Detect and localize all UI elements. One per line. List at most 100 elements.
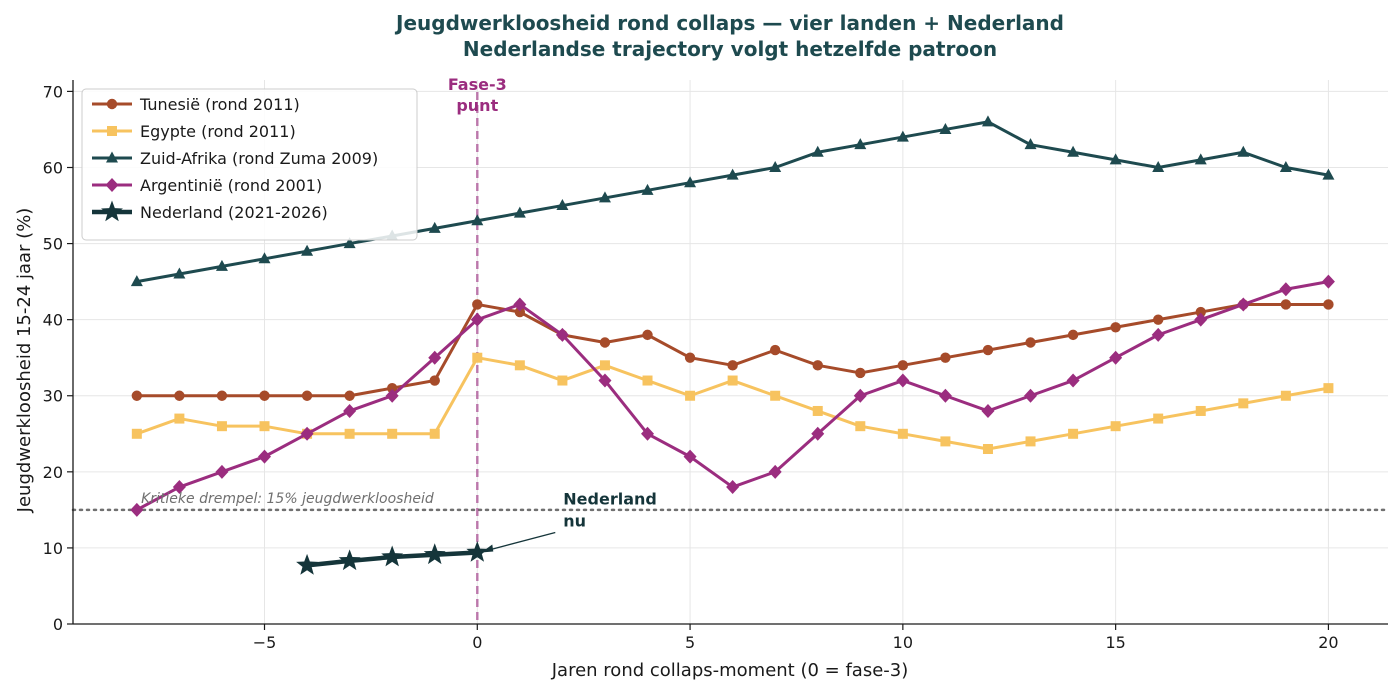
data-point <box>1067 329 1079 341</box>
x-tick-label: −5 <box>253 633 277 652</box>
data-point <box>1025 337 1036 348</box>
data-point <box>300 426 314 441</box>
data-point <box>215 259 228 271</box>
data-point <box>599 337 611 348</box>
annotation-arrow-head <box>481 544 494 553</box>
data-point <box>1321 274 1335 289</box>
data-point <box>982 444 993 455</box>
data-point <box>1024 138 1037 150</box>
data-point <box>470 312 484 327</box>
data-point <box>1194 153 1207 165</box>
data-point <box>301 390 313 401</box>
data-point <box>641 183 654 195</box>
data-point <box>811 426 825 441</box>
data-point <box>386 382 398 394</box>
data-point <box>258 252 271 264</box>
data-point <box>1236 297 1250 312</box>
legend-swatch-marker <box>107 126 117 136</box>
x-tick-label: 5 <box>685 633 695 652</box>
x-tick-label: 15 <box>1105 633 1125 652</box>
data-point <box>513 297 527 312</box>
data-point <box>513 206 526 218</box>
data-point <box>173 267 186 279</box>
data-point <box>343 237 356 249</box>
data-point <box>981 115 994 127</box>
data-point <box>344 428 355 439</box>
data-point <box>174 413 185 424</box>
x-tick-label: 0 <box>472 633 482 652</box>
data-point <box>1152 314 1164 325</box>
nederland-annotation-line2: nu <box>563 511 586 530</box>
data-point <box>1066 373 1080 388</box>
data-point <box>811 145 824 157</box>
data-point <box>557 375 568 386</box>
data-point <box>853 388 867 403</box>
data-point <box>940 436 951 447</box>
data-point <box>1237 145 1250 157</box>
data-point <box>466 540 489 562</box>
data-point <box>599 360 610 371</box>
data-point <box>896 130 909 142</box>
series-2 <box>130 115 1335 287</box>
data-point <box>423 543 446 565</box>
data-point <box>1279 282 1293 297</box>
data-point <box>1279 160 1292 172</box>
data-point <box>1068 428 1079 439</box>
data-point <box>897 428 908 439</box>
data-point <box>1322 168 1335 180</box>
data-point <box>769 344 781 356</box>
data-point <box>555 327 569 342</box>
data-point <box>854 138 867 150</box>
data-point <box>1025 436 1036 447</box>
data-point <box>130 502 144 517</box>
y-tick-label: 70 <box>43 82 63 101</box>
series-0 <box>131 299 1334 401</box>
y-tick-label: 40 <box>43 311 63 330</box>
data-point <box>259 421 270 432</box>
data-point <box>812 360 823 371</box>
y-tick-label: 0 <box>53 615 63 634</box>
data-point <box>1194 312 1208 327</box>
data-point <box>387 428 398 439</box>
data-point <box>683 449 697 464</box>
chart-title-line1: Jeugdwerkloosheid rond collaps — vier la… <box>394 11 1064 35</box>
data-point <box>381 545 404 567</box>
phase-label-line1: Fase-3 <box>448 75 507 94</box>
data-point <box>301 244 314 256</box>
y-axis-label: Jeugdwerkloosheid 15-24 jaar (%) <box>14 208 35 514</box>
data-point <box>1109 153 1122 165</box>
data-point <box>1195 306 1206 318</box>
threshold-label: Kritieke drempel: 15% jeugdwerkloosheid <box>141 491 434 507</box>
data-point <box>896 373 910 388</box>
data-point <box>768 464 782 479</box>
data-point <box>598 191 611 203</box>
legend-swatch-marker <box>101 200 123 222</box>
data-point <box>385 388 399 403</box>
data-point <box>727 360 738 371</box>
data-point <box>726 168 739 180</box>
legend-label: Zuid-Afrika (rond Zuma 2009) <box>140 149 378 168</box>
data-point <box>514 306 526 318</box>
legend-label: Tunesië (rond 2011) <box>139 95 300 114</box>
legend-item: Nederland (2021-2026) <box>92 200 328 222</box>
data-point <box>598 373 612 388</box>
axes: −5 0 5 10 15 20 0 10 20 30 40 50 60 70 <box>43 80 1388 652</box>
data-point <box>770 390 781 401</box>
data-point <box>514 360 525 371</box>
data-point <box>343 403 357 418</box>
data-point <box>259 390 270 401</box>
data-point <box>1110 421 1121 432</box>
phase-label-line2: punt <box>456 96 498 115</box>
data-point <box>338 549 361 571</box>
data-point <box>428 221 441 233</box>
data-point <box>471 214 484 226</box>
data-point <box>939 122 952 134</box>
data-point <box>1238 398 1249 409</box>
data-point <box>1280 390 1291 401</box>
data-point <box>684 176 697 188</box>
nederland-annotation-line1: Nederland <box>563 489 657 508</box>
data-point <box>726 480 740 495</box>
data-point <box>981 403 995 418</box>
data-point <box>982 344 994 356</box>
